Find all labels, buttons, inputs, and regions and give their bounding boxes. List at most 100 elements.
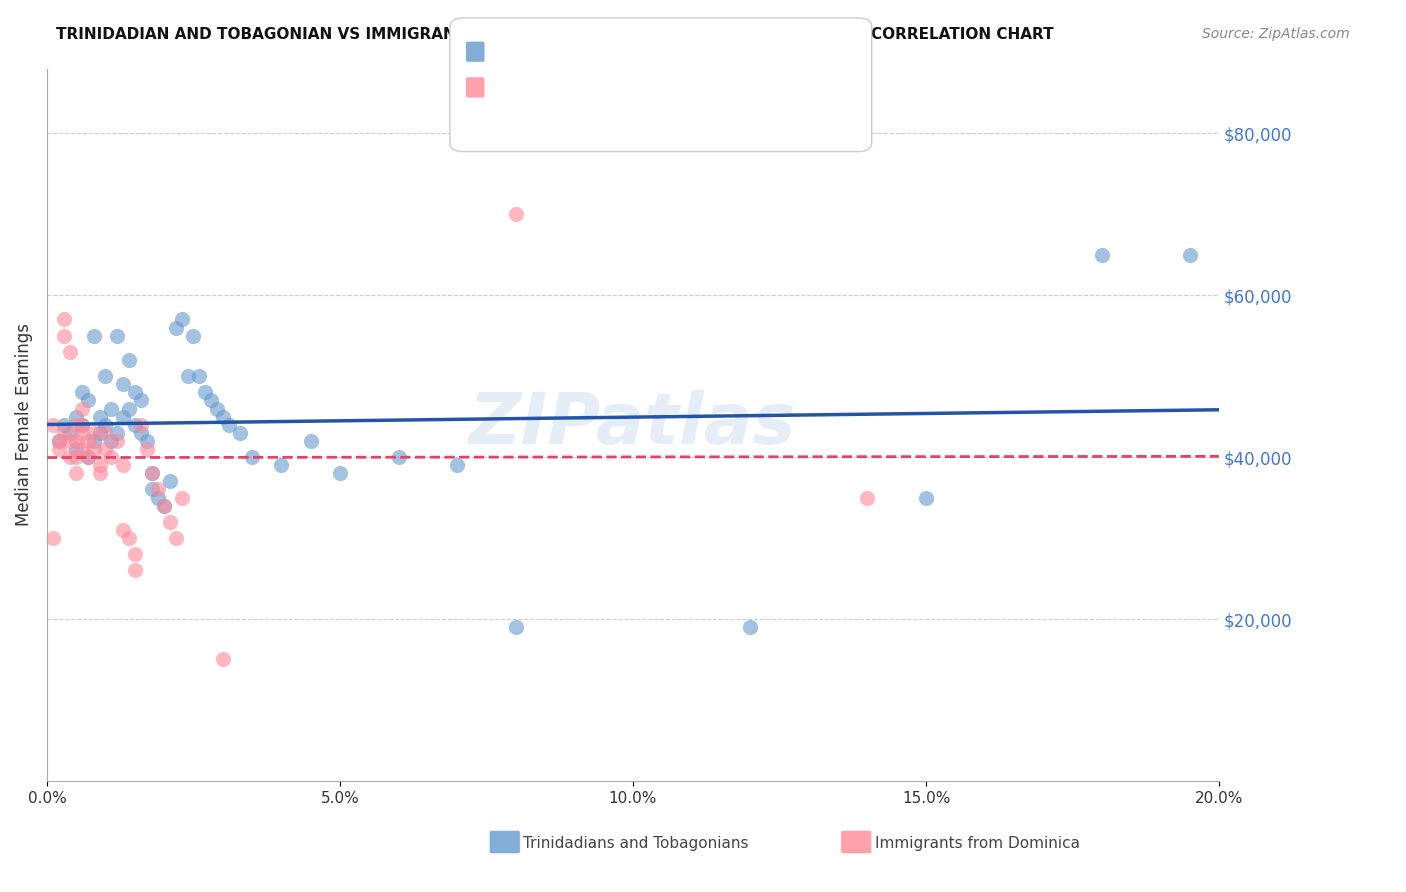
Point [70, 385, 93, 400]
Point [59, 434, 82, 448]
Point [105, 425, 128, 440]
Point [165, 531, 187, 545]
Point [48, 434, 70, 448]
Text: Immigrants from Dominica: Immigrants from Dominica [875, 836, 1080, 851]
Point [446, 458, 468, 473]
Text: -0.151: -0.151 [527, 85, 592, 103]
Point [65, 409, 87, 424]
Text: R =: R = [485, 85, 524, 103]
Point [118, 531, 141, 545]
Text: N =: N = [583, 85, 636, 103]
Point [505, 207, 527, 221]
Point [148, 483, 170, 497]
Point [100, 401, 122, 416]
Point [159, 475, 181, 489]
Point [211, 409, 233, 424]
Point [200, 393, 222, 408]
Point [124, 547, 146, 561]
Text: Trinidadians and Tobagonians: Trinidadians and Tobagonians [523, 836, 748, 851]
Point [42, 531, 65, 545]
Point [270, 458, 292, 473]
Point [118, 401, 141, 416]
Point [100, 434, 122, 448]
Point [53, 425, 76, 440]
Point [148, 491, 170, 505]
Point [129, 425, 152, 440]
Point [915, 491, 938, 505]
Point [65, 417, 87, 432]
Point [105, 434, 128, 448]
Point [48, 434, 70, 448]
Point [112, 409, 135, 424]
Point [89, 409, 111, 424]
Point [59, 425, 82, 440]
Point [1091, 248, 1114, 262]
Point [83, 425, 105, 440]
Point [89, 458, 111, 473]
Point [94, 442, 117, 456]
Text: R =: R = [485, 49, 530, 67]
Point [188, 369, 211, 384]
Point [205, 401, 228, 416]
Text: 0.124: 0.124 [527, 49, 583, 67]
Point [70, 417, 93, 432]
Y-axis label: Median Female Earnings: Median Female Earnings [15, 323, 32, 526]
Point [856, 491, 879, 505]
Point [59, 450, 82, 464]
Point [183, 328, 205, 343]
Point [70, 442, 93, 456]
Point [70, 417, 93, 432]
Point [124, 564, 146, 578]
Point [77, 450, 100, 464]
Point [170, 312, 193, 326]
Point [129, 393, 152, 408]
Point [141, 467, 163, 481]
Point [65, 467, 87, 481]
Point [53, 312, 76, 326]
Point [240, 450, 263, 464]
Point [65, 450, 87, 464]
Point [118, 353, 141, 368]
Point [83, 434, 105, 448]
Point [740, 620, 762, 634]
Point [153, 499, 176, 513]
Point [70, 425, 93, 440]
Point [135, 434, 157, 448]
Text: Source: ZipAtlas.com: Source: ZipAtlas.com [1202, 27, 1350, 41]
Point [83, 328, 105, 343]
Text: 44: 44 [636, 85, 661, 103]
Point [100, 450, 122, 464]
Point [1178, 248, 1201, 262]
Point [48, 442, 70, 456]
Point [77, 450, 100, 464]
Point [105, 328, 128, 343]
Text: 55: 55 [636, 49, 661, 67]
Point [194, 385, 217, 400]
Point [112, 523, 135, 537]
Point [218, 417, 240, 432]
Point [299, 434, 322, 448]
Point [129, 417, 152, 432]
Point [65, 442, 87, 456]
Point [89, 467, 111, 481]
Point [124, 385, 146, 400]
Text: TRINIDADIAN AND TOBAGONIAN VS IMMIGRANTS FROM DOMINICA MEDIAN FEMALE EARNINGS CO: TRINIDADIAN AND TOBAGONIAN VS IMMIGRANTS… [56, 27, 1054, 42]
Point [65, 434, 87, 448]
Point [112, 458, 135, 473]
Text: ZIPatlas: ZIPatlas [470, 390, 797, 459]
Point [112, 377, 135, 392]
Point [70, 401, 93, 416]
Point [211, 652, 233, 666]
Point [141, 483, 163, 497]
Point [135, 442, 157, 456]
Point [94, 425, 117, 440]
Point [59, 344, 82, 359]
Point [77, 434, 100, 448]
Point [42, 417, 65, 432]
Text: N =: N = [583, 49, 636, 67]
Point [159, 515, 181, 529]
Point [329, 467, 352, 481]
Point [83, 442, 105, 456]
Point [165, 320, 187, 334]
Point [77, 393, 100, 408]
